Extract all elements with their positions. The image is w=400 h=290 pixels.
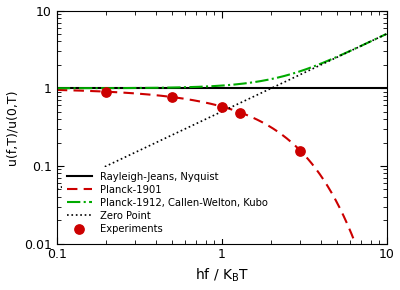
Zero Point xyxy=(384,32,389,36)
X-axis label: hf / $\mathregular{K_B}$T: hf / $\mathregular{K_B}$T xyxy=(195,267,249,284)
Line: Zero Point: Zero Point xyxy=(57,34,386,189)
Zero Point xyxy=(211,114,216,117)
Y-axis label: u(f,T)/u(0,T): u(f,T)/u(0,T) xyxy=(6,89,18,165)
Rayleigh-Jeans, Nyquist xyxy=(376,86,381,90)
Rayleigh-Jeans, Nyquist xyxy=(325,86,330,90)
Experiments xyxy=(237,110,244,115)
Planck-1912, Callen-Welton, Kubo xyxy=(213,84,218,88)
Line: Planck-1912, Callen-Welton, Kubo: Planck-1912, Callen-Welton, Kubo xyxy=(57,34,386,88)
Zero Point xyxy=(376,36,381,39)
Planck-1901 xyxy=(213,103,218,107)
Planck-1912, Callen-Welton, Kubo xyxy=(376,36,381,39)
Experiments xyxy=(218,104,225,109)
Rayleigh-Jeans, Nyquist xyxy=(384,86,389,90)
Planck-1901 xyxy=(251,116,256,119)
Zero Point xyxy=(325,60,330,64)
Line: Planck-1901: Planck-1901 xyxy=(57,90,386,290)
Planck-1912, Callen-Welton, Kubo xyxy=(325,59,330,63)
Planck-1901 xyxy=(211,103,216,106)
Planck-1901 xyxy=(233,109,238,113)
Planck-1912, Callen-Welton, Kubo xyxy=(233,83,238,86)
Rayleigh-Jeans, Nyquist xyxy=(211,86,216,90)
Experiments xyxy=(103,89,110,94)
Planck-1912, Callen-Welton, Kubo xyxy=(251,81,256,84)
Planck-1912, Callen-Welton, Kubo xyxy=(211,84,216,88)
Planck-1901 xyxy=(325,184,330,187)
Rayleigh-Jeans, Nyquist xyxy=(251,86,256,90)
Zero Point xyxy=(54,188,59,191)
Zero Point xyxy=(251,95,256,99)
Experiments xyxy=(169,95,175,99)
Rayleigh-Jeans, Nyquist xyxy=(213,86,218,90)
Planck-1912, Callen-Welton, Kubo xyxy=(384,32,389,36)
Experiments xyxy=(297,148,304,153)
Planck-1901 xyxy=(54,88,59,92)
Rayleigh-Jeans, Nyquist xyxy=(54,86,59,90)
Experiments xyxy=(358,256,364,261)
Zero Point xyxy=(233,104,238,107)
Rayleigh-Jeans, Nyquist xyxy=(233,86,238,90)
Legend: Rayleigh-Jeans, Nyquist, Planck-1901, Planck-1912, Callen-Welton, Kubo, Zero Poi: Rayleigh-Jeans, Nyquist, Planck-1901, Pl… xyxy=(62,167,273,239)
Zero Point xyxy=(213,113,218,116)
Planck-1912, Callen-Welton, Kubo xyxy=(54,86,59,90)
